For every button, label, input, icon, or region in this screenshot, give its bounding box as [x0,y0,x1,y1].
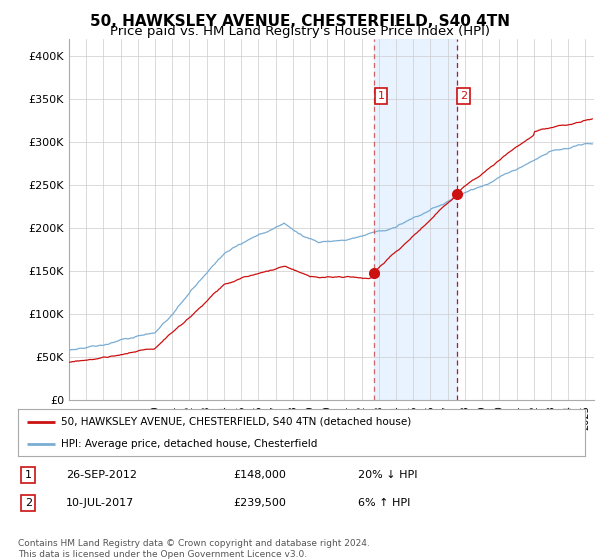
Text: 20% ↓ HPI: 20% ↓ HPI [358,470,418,480]
Text: 2: 2 [25,498,32,508]
Text: £239,500: £239,500 [233,498,286,508]
Text: 1: 1 [25,470,32,480]
Text: 1: 1 [377,91,385,101]
Text: Contains HM Land Registry data © Crown copyright and database right 2024.
This d: Contains HM Land Registry data © Crown c… [18,539,370,559]
Text: 26-SEP-2012: 26-SEP-2012 [66,470,137,480]
Text: 2: 2 [460,91,467,101]
Text: £148,000: £148,000 [233,470,286,480]
Text: 50, HAWKSLEY AVENUE, CHESTERFIELD, S40 4TN: 50, HAWKSLEY AVENUE, CHESTERFIELD, S40 4… [90,14,510,29]
Text: 10-JUL-2017: 10-JUL-2017 [66,498,134,508]
Text: 6% ↑ HPI: 6% ↑ HPI [358,498,410,508]
Text: HPI: Average price, detached house, Chesterfield: HPI: Average price, detached house, Ches… [61,438,317,449]
Text: 50, HAWKSLEY AVENUE, CHESTERFIELD, S40 4TN (detached house): 50, HAWKSLEY AVENUE, CHESTERFIELD, S40 4… [61,417,411,427]
Bar [374,39,457,400]
Text: Price paid vs. HM Land Registry's House Price Index (HPI): Price paid vs. HM Land Registry's House … [110,25,490,38]
